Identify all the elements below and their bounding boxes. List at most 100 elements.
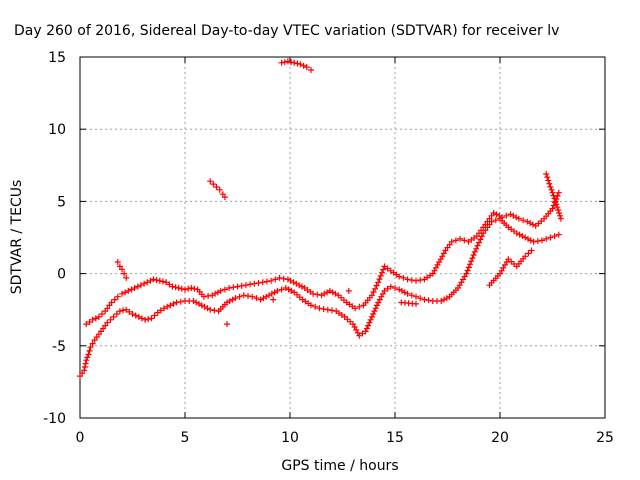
data-point: [129, 311, 136, 317]
data-point: [477, 236, 484, 243]
data-point: [550, 202, 557, 209]
data-point: [217, 287, 224, 294]
data-point: [255, 280, 262, 286]
data-point: [300, 62, 307, 69]
y-tick-label: 10: [48, 122, 66, 138]
y-axis-label: SDTVAR / TECUs: [9, 180, 25, 295]
data-point: [370, 311, 377, 317]
data-point: [448, 238, 455, 245]
data-point: [281, 59, 288, 66]
data-point: [89, 316, 96, 323]
data-point: [236, 293, 243, 300]
data-point: [144, 279, 151, 286]
data-point: [200, 293, 207, 300]
data-point: [163, 279, 170, 286]
data-point: [400, 274, 407, 281]
data-point: [308, 67, 314, 73]
data-point: [141, 280, 148, 287]
data-point: [356, 332, 363, 339]
data-point: [161, 305, 167, 312]
data-point: [377, 272, 384, 279]
data-point: [553, 201, 560, 208]
data-point: [546, 180, 553, 187]
data-point: [159, 278, 166, 285]
data-point: [476, 239, 482, 246]
data-point: [170, 300, 177, 307]
data-point: [549, 189, 556, 196]
data-point: [263, 293, 270, 300]
data-point: [128, 286, 135, 293]
data-point: [473, 245, 480, 252]
data-point: [520, 217, 527, 224]
data-point: [178, 285, 185, 292]
data-point: [503, 212, 510, 219]
data-point: [226, 285, 233, 291]
data-point: [92, 315, 99, 322]
data-point: [85, 351, 92, 358]
data-point: [461, 237, 468, 244]
data-point: [303, 64, 310, 71]
data-point: [421, 296, 428, 303]
data-point: [249, 293, 256, 300]
data-point: [153, 277, 160, 284]
data-point: [539, 237, 545, 244]
data-point: [107, 316, 114, 323]
data-point: [99, 311, 105, 317]
data-point: [230, 284, 237, 291]
data-point: [372, 305, 379, 312]
y-tick-label: -5: [52, 339, 66, 355]
data-point: [298, 283, 305, 290]
data-point: [507, 211, 514, 218]
x-tick-label: 0: [76, 430, 85, 446]
data-point: [278, 59, 285, 66]
data-point: [284, 58, 291, 65]
data-point: [408, 277, 415, 284]
data-point: [213, 184, 220, 190]
data-point: [278, 286, 285, 293]
data-point: [368, 292, 375, 299]
data-point: [417, 295, 424, 302]
data-point: [207, 178, 214, 185]
data-point: [175, 285, 182, 291]
data-point: [89, 340, 96, 347]
data-point: [493, 211, 500, 218]
data-point: [552, 198, 559, 205]
data-point: [234, 283, 241, 290]
data-point: [314, 291, 321, 298]
data-point: [81, 367, 88, 374]
data-point: [352, 305, 359, 312]
data-point: [316, 305, 323, 312]
data-point: [147, 277, 154, 284]
data-point: [547, 234, 554, 241]
x-tick-label: 15: [386, 430, 404, 446]
data-point: [404, 290, 411, 297]
data-point: [110, 313, 117, 320]
data-point: [177, 298, 184, 305]
data-point: [550, 192, 557, 199]
data-point: [413, 300, 419, 307]
data-point: [367, 316, 374, 323]
data-point: [291, 59, 298, 66]
data-point: [211, 307, 218, 314]
data-point: [356, 303, 363, 310]
data-point: [557, 215, 564, 222]
data-point: [86, 319, 93, 325]
data-point: [172, 284, 179, 291]
data-point: [363, 325, 370, 332]
data-point: [253, 295, 260, 302]
data-point: [154, 309, 161, 316]
data-point: [205, 293, 212, 299]
data-point: [182, 286, 188, 293]
data-point: [373, 282, 380, 289]
data-point: [320, 306, 327, 312]
data-point: [221, 194, 228, 201]
data-point: [413, 293, 419, 300]
data-point: [530, 238, 537, 245]
data-point: [111, 296, 118, 303]
data-point: [555, 207, 562, 214]
data-point: [280, 275, 287, 282]
grid-lines: [80, 57, 605, 418]
data-point: [529, 221, 536, 228]
data-point: [555, 231, 562, 238]
data-point: [381, 287, 388, 294]
